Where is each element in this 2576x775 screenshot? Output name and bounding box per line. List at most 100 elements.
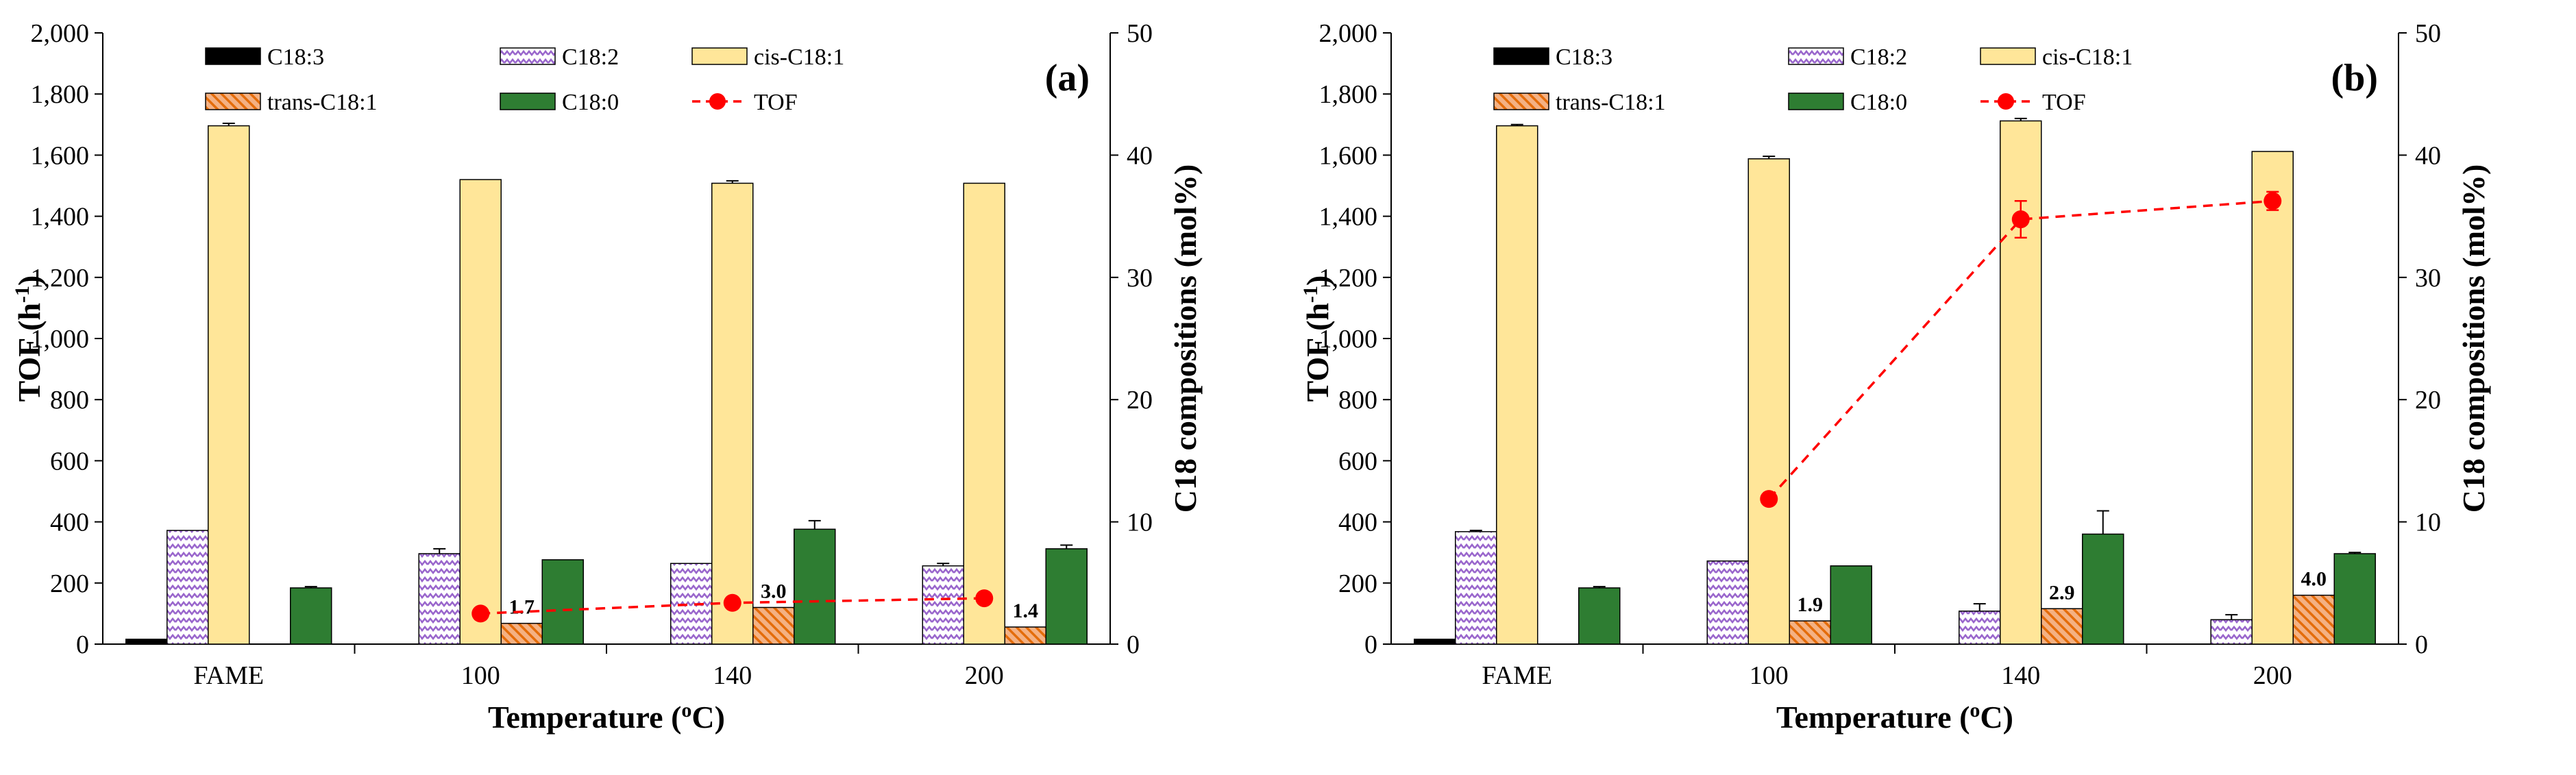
legend-swatch-cis-c18-1: [1980, 47, 2036, 65]
bar-c18-0-140: [2082, 533, 2124, 645]
bar-c18-0-200: [2333, 553, 2376, 645]
y2-tick-label: 50: [1127, 19, 1153, 48]
x-axis-title-main: Temperature (: [488, 700, 681, 735]
y-tick-label: 1,200: [1319, 264, 1378, 293]
y2-tick-label: 0: [1127, 630, 1140, 659]
data-label-trans-c18-1: 1.9: [1798, 593, 1824, 616]
bar-cis-c18-1-140: [711, 182, 754, 645]
y2-tick-label: 20: [2415, 386, 2441, 415]
bar-c18-2-fame: [167, 530, 209, 645]
legend-label-c18-3: C18:3: [1556, 45, 1612, 70]
legend-swatch-c18-3: [1493, 47, 1549, 65]
chart-panel-a: 0 200 400 600 800 1,000 1,200 1,400 1,600 1,800 2,…: [0, 0, 1288, 772]
bar-c18-2-100: [418, 553, 461, 645]
tof-point-200: [2264, 192, 2282, 210]
x-tick-label: 100: [1750, 661, 1789, 690]
y-tick-label: 1,600: [1319, 141, 1378, 170]
legend-label-c18-2: C18:2: [562, 45, 619, 70]
tof-point-100: [1760, 490, 1778, 508]
x-tick-label: FAME: [1482, 661, 1552, 690]
y-tick-label: 1,200: [31, 264, 90, 293]
y2-tick-label: 10: [1127, 508, 1153, 537]
x-axis-title: Temperature (oC): [488, 699, 725, 735]
y2-tick-label: 50: [2415, 19, 2441, 48]
bar-c18-2-200: [922, 565, 964, 645]
y-tick-label: 1,000: [1319, 325, 1378, 354]
legend-label-cis-c18-1: cis-C18:1: [754, 45, 844, 70]
x-axis-title-main: Temperature (: [1776, 700, 1970, 735]
chart-panel-b: 0 200 400 600 800 1,000 1,200 1,400 1,600 1,800 2,…: [1288, 0, 2576, 772]
y2-tick-label: 40: [2415, 141, 2441, 170]
tof-point-140: [2011, 210, 2030, 229]
x-tick-label: FAME: [193, 661, 264, 690]
legend-label-trans-c18-1: trans-C18:1: [267, 90, 378, 115]
y-axis-title-sup: -1: [1299, 286, 1322, 303]
legend-swatch-trans-c18-1: [205, 93, 261, 110]
bar-c18-3-fame: [1414, 639, 1456, 645]
bar-c18-2-fame: [1455, 531, 1497, 645]
legend-swatch-c18-0: [500, 93, 556, 110]
data-label-trans-c18-1: 3.0: [761, 580, 787, 602]
x-axis-title-sup: o: [1970, 699, 1980, 722]
data-label-trans-c18-1: 2.9: [2049, 581, 2075, 604]
data-label-trans-c18-1: 1.7: [509, 596, 535, 619]
bar-trans-c18-1-100: [500, 622, 543, 645]
y2-tick-label: 0: [2415, 630, 2428, 659]
legend-label-tof: TOF: [754, 90, 798, 115]
bar-trans-c18-1-200: [2292, 594, 2335, 645]
y-axis-title: TOF (h-1): [11, 275, 47, 402]
bar-c18-0-fame: [1578, 587, 1621, 645]
bar-c18-0-140: [794, 528, 836, 645]
y-tick-label: 600: [1338, 447, 1377, 476]
y-tick-label: 800: [1338, 386, 1377, 415]
chart-b-svg: 02004006008001,0001,2001,4001,6001,8002,…: [1299, 19, 2491, 735]
bar-cis-c18-1-fame: [208, 125, 250, 645]
x-axis-title-end: C): [691, 700, 725, 735]
bar-c18-0-fame: [290, 587, 332, 645]
x-tick-label: 100: [461, 661, 500, 690]
data-label-trans-c18-1: 4.0: [2301, 568, 2327, 591]
y2-tick-label: 30: [2415, 264, 2441, 293]
legend-label-tof: TOF: [2042, 90, 2086, 115]
bar-trans-c18-1-200: [1004, 626, 1046, 645]
legend-swatch-c18-2: [500, 47, 556, 65]
bar-c18-0-200: [1045, 548, 1088, 645]
data-label-trans-c18-1: 1.4: [1013, 600, 1039, 622]
y-tick-label: 2,000: [31, 19, 90, 48]
bar-c18-2-140: [670, 563, 713, 645]
legend-swatch-cis-c18-1: [691, 47, 748, 65]
y2-tick-label: 40: [1127, 141, 1153, 170]
y-axis-title-main: TOF (h: [1300, 303, 1335, 402]
bar-c18-0-100: [1830, 565, 1872, 645]
y-tick-label: 0: [1364, 630, 1377, 659]
y-axis-title-sup: -1: [11, 286, 34, 303]
y2-axis-title: C18 compositions (mol%): [1168, 164, 1203, 513]
legend-swatch-c18-0: [1788, 93, 1844, 110]
y-tick-label: 1,400: [31, 203, 90, 232]
legend-marker-tof: [1998, 93, 2014, 110]
legend-swatch-c18-2: [1788, 47, 1844, 65]
y-tick-label: 1,000: [31, 325, 90, 354]
bar-cis-c18-1-100: [459, 179, 502, 645]
y-tick-label: 200: [1338, 569, 1377, 598]
bar-c18-0-100: [541, 559, 584, 645]
y-tick-label: 600: [50, 447, 89, 476]
y-tick-label: 800: [50, 386, 89, 415]
tof-point-200: [975, 589, 994, 608]
bar-trans-c18-1-140: [2041, 608, 2083, 645]
legend-swatch-c18-3: [205, 47, 261, 65]
x-tick-label: 140: [713, 661, 752, 690]
bar-c18-2-100: [1706, 560, 1749, 645]
panel-label: (b): [2331, 57, 2378, 99]
y-axis-title-main: TOF (h: [12, 303, 47, 402]
bar-cis-c18-1-200: [963, 182, 1005, 645]
y-tick-label: 400: [50, 508, 89, 537]
x-tick-label: 200: [2253, 661, 2292, 690]
y2-tick-label: 30: [1127, 264, 1153, 293]
legend-label-c18-2: C18:2: [1850, 45, 1907, 70]
bar-trans-c18-1-100: [1789, 620, 1831, 645]
legend-label-c18-0: C18:0: [562, 90, 619, 115]
bar-cis-c18-1-100: [1747, 158, 1790, 645]
bar-trans-c18-1-140: [752, 606, 795, 645]
x-tick-label: 140: [2001, 661, 2040, 690]
